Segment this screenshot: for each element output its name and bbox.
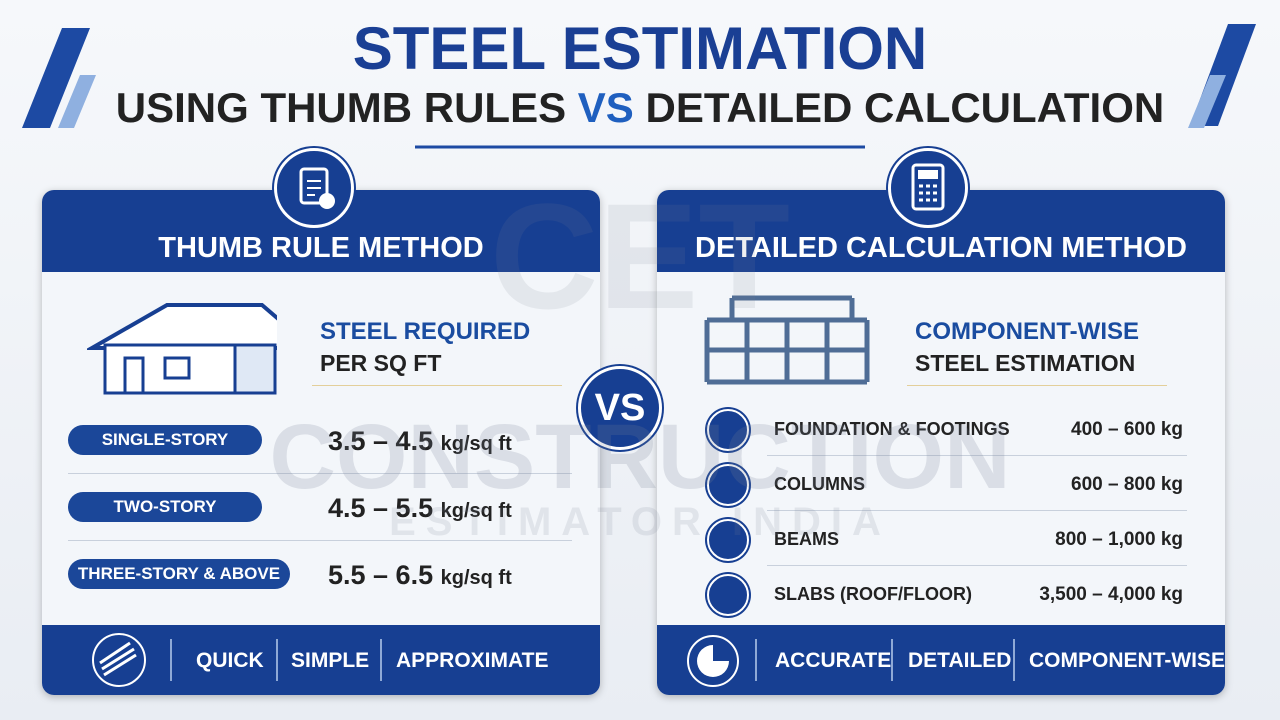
value: 3.5 – 4.5 [328,426,434,456]
vs-badge: VS [578,366,662,450]
footer-item: SIMPLE [291,649,370,672]
row-value: 800 – 1,000 kg [1055,529,1183,550]
row-label: FOUNDATION & FOOTINGS [774,419,1010,439]
footer-item: DETAILED [908,649,1012,672]
footer-item: APPROXIMATE [396,649,549,672]
intro-highlight: STEEL REQUIRED [320,318,531,345]
row-value: 5.5 – 6.5 kg/sq ft [328,560,512,591]
row-label: SLABS (ROOF/FLOOR) [774,584,972,604]
unit: kg/sq ft [440,567,512,589]
title: STEEL ESTIMATION [352,15,928,82]
intro-text: PER SQ FT [320,350,442,376]
row-label: TWO-STORY [68,492,262,522]
detailed-panel: DETAILED CALCULATION METHOD COMPONENT-WI… [657,190,1225,695]
value: 4.5 – 5.5 [328,493,434,523]
rebar-icon [92,633,146,687]
row-value: 3,500 – 4,000 kg [1039,584,1183,605]
row-label: BEAMS [774,529,840,549]
value: 5.5 – 6.5 [328,560,434,590]
row-label: COLUMNS [774,474,865,494]
panel-footer: ACCURATE DETAILED COMPONENT-WISE [657,625,1225,695]
row-label: SINGLE-STORY [68,425,262,455]
building-icon [704,295,870,385]
intro-text: STEEL ESTIMATION [915,350,1136,376]
pie-icon [687,635,739,687]
panel-footer: QUICK SIMPLE APPROXIMATE [42,625,600,695]
footer-item: COMPONENT-WISE [1029,649,1225,672]
subtitle: USING THUMB RULES VS DETAILED CALCULATIO… [0,84,1280,132]
subtitle-left: USING THUMB RULES [115,84,567,131]
row-value: 400 – 600 kg [1071,419,1183,440]
row-label: THREE-STORY & ABOVE [68,559,290,589]
subtitle-right: DETAILED CALCULATION [645,84,1165,131]
decor [22,24,1256,149]
calculator-icon [888,148,968,228]
subtitle-vs: VS [577,84,634,131]
unit: kg/sq ft [440,500,512,522]
row-value: 600 – 800 kg [1071,474,1183,495]
house-icon [87,303,277,395]
thumb-panel: THUMB RULE METHOD STEEL REQUIRED PER SQ … [42,190,600,695]
row-value: 3.5 – 4.5 kg/sq ft [328,426,512,457]
clipboard-icon [274,148,354,228]
row-value: 4.5 – 5.5 kg/sq ft [328,493,512,524]
intro-highlight: COMPONENT-WISE [915,318,1140,345]
footer-item: ACCURATE [775,649,892,672]
unit: kg/sq ft [440,433,512,455]
footer-item: QUICK [196,649,264,672]
